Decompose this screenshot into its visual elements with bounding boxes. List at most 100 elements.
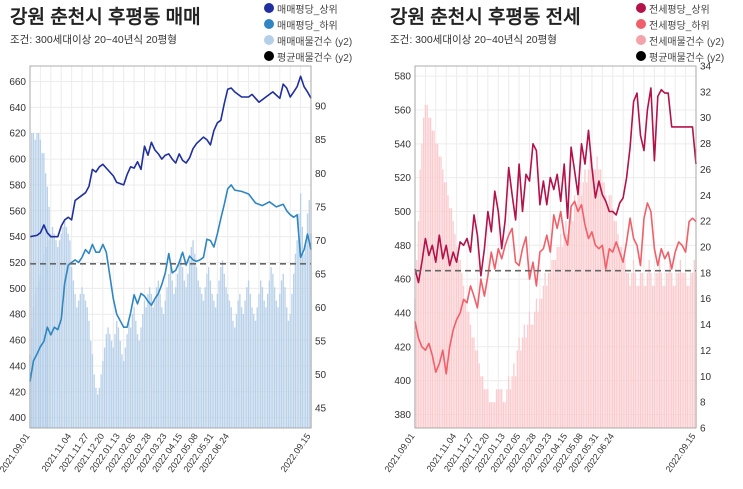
count-bar bbox=[634, 272, 636, 428]
jeonse-chart-legend: 전세평당_상위 전세평당_하위 전세매물건수 (y2) 평균매물건수 (y2) bbox=[636, 0, 724, 64]
y-tick-label: 500 bbox=[9, 284, 26, 295]
y2-tick-label: 20 bbox=[700, 243, 712, 254]
jeonse-chart-title: 강원 춘천시 후평동 전세 bbox=[390, 7, 581, 28]
legend-item: 평균매물건수 (y2) bbox=[264, 48, 352, 64]
y2-tick-label: 85 bbox=[315, 135, 327, 146]
count-bar bbox=[606, 208, 609, 428]
count-bar bbox=[291, 293, 293, 428]
count-bar bbox=[549, 272, 551, 428]
legend-swatch bbox=[264, 51, 274, 61]
count-bar bbox=[187, 273, 189, 428]
count-bar bbox=[81, 287, 83, 428]
count-bars bbox=[414, 104, 697, 429]
count-bar bbox=[648, 259, 650, 428]
count-bar bbox=[50, 233, 52, 428]
count-bar bbox=[105, 334, 107, 428]
count-bar bbox=[556, 247, 558, 428]
count-bar bbox=[178, 260, 180, 428]
series-line-lower bbox=[414, 200, 697, 375]
count-bar bbox=[639, 272, 642, 428]
count-bar bbox=[464, 298, 466, 428]
count-bar bbox=[201, 293, 203, 428]
count-bar bbox=[473, 337, 475, 428]
count-bar bbox=[119, 340, 121, 428]
count-bar bbox=[572, 221, 574, 428]
count-bar bbox=[299, 193, 302, 428]
count-bar bbox=[686, 285, 688, 428]
count-bar bbox=[64, 220, 66, 428]
count-bar bbox=[301, 226, 303, 428]
count-bar bbox=[620, 247, 623, 428]
count-bar bbox=[164, 300, 166, 428]
count-bar bbox=[672, 285, 675, 428]
count-bar bbox=[471, 337, 473, 428]
count-bar bbox=[622, 259, 624, 428]
count-bar bbox=[228, 300, 231, 428]
legend-swatch bbox=[264, 35, 274, 45]
legend-label: 평균매물건수 (y2) bbox=[277, 52, 353, 64]
legend-label: 전세매물건수 (y2) bbox=[649, 36, 725, 48]
count-bar bbox=[599, 169, 602, 428]
count-bar bbox=[286, 307, 288, 428]
count-bar bbox=[469, 324, 472, 428]
count-bar bbox=[58, 240, 61, 428]
count-bar bbox=[582, 182, 584, 428]
x-axis: 2021.09.01 2021.11.042021.11.272021.12.20… bbox=[0, 431, 313, 474]
count-bar bbox=[190, 247, 192, 428]
count-bar bbox=[462, 285, 465, 428]
count-bar bbox=[34, 139, 36, 429]
count-bar bbox=[499, 389, 501, 428]
count-bar bbox=[149, 287, 151, 428]
count-bar bbox=[586, 182, 588, 428]
count-bar bbox=[185, 287, 187, 428]
y2-tick-label: 14 bbox=[700, 320, 712, 331]
count-bar bbox=[573, 195, 576, 428]
count-bar bbox=[121, 354, 123, 428]
count-bar bbox=[100, 374, 102, 428]
count-bar bbox=[596, 156, 598, 428]
count-bar bbox=[459, 259, 461, 428]
sale-chart-title: 강원 춘천시 후평동 매매 bbox=[10, 7, 201, 28]
count-bar bbox=[636, 285, 638, 428]
count-bar bbox=[487, 389, 489, 428]
count-bar bbox=[511, 376, 513, 428]
count-bar bbox=[60, 233, 62, 428]
count-bar bbox=[95, 387, 97, 428]
count-bar bbox=[490, 402, 492, 428]
count-bar bbox=[279, 293, 281, 428]
count-bar bbox=[152, 307, 154, 428]
count-bar bbox=[643, 285, 645, 428]
count-bar bbox=[497, 389, 499, 428]
plot-frame bbox=[29, 65, 312, 429]
count-bar bbox=[450, 208, 453, 428]
y-tick-label: 420 bbox=[394, 342, 411, 353]
count-bar bbox=[613, 221, 616, 428]
y-tick-label: 520 bbox=[394, 173, 411, 184]
count-bar bbox=[662, 285, 664, 428]
count-bar bbox=[232, 320, 234, 428]
count-bar bbox=[247, 280, 250, 428]
count-bar bbox=[136, 334, 139, 428]
count-bar bbox=[579, 182, 581, 428]
x-axis: 2021.09.01 2021.11.042021.11.272021.12.20… bbox=[383, 431, 698, 474]
count-bar bbox=[246, 287, 248, 428]
count-bar bbox=[268, 280, 271, 428]
count-bar bbox=[646, 272, 649, 428]
legend-label: 매매매물건수 (y2) bbox=[277, 36, 353, 48]
count-bar bbox=[251, 307, 253, 428]
count-bar bbox=[428, 117, 430, 428]
x-tick-label: 2021.09.01 bbox=[0, 431, 32, 474]
legend-label: 매매평당_하위 bbox=[277, 20, 338, 32]
count-bar bbox=[114, 334, 116, 428]
count-bar bbox=[447, 195, 449, 428]
y2-tick-label: 24 bbox=[700, 191, 712, 202]
count-bar bbox=[528, 311, 531, 428]
count-bar bbox=[155, 287, 158, 428]
count-bar bbox=[260, 280, 262, 428]
count-bar bbox=[655, 272, 657, 428]
count-bar bbox=[495, 389, 498, 428]
count-bar bbox=[57, 247, 59, 428]
count-bar bbox=[72, 280, 75, 428]
count-bar bbox=[483, 389, 486, 428]
count-bar bbox=[88, 320, 90, 428]
